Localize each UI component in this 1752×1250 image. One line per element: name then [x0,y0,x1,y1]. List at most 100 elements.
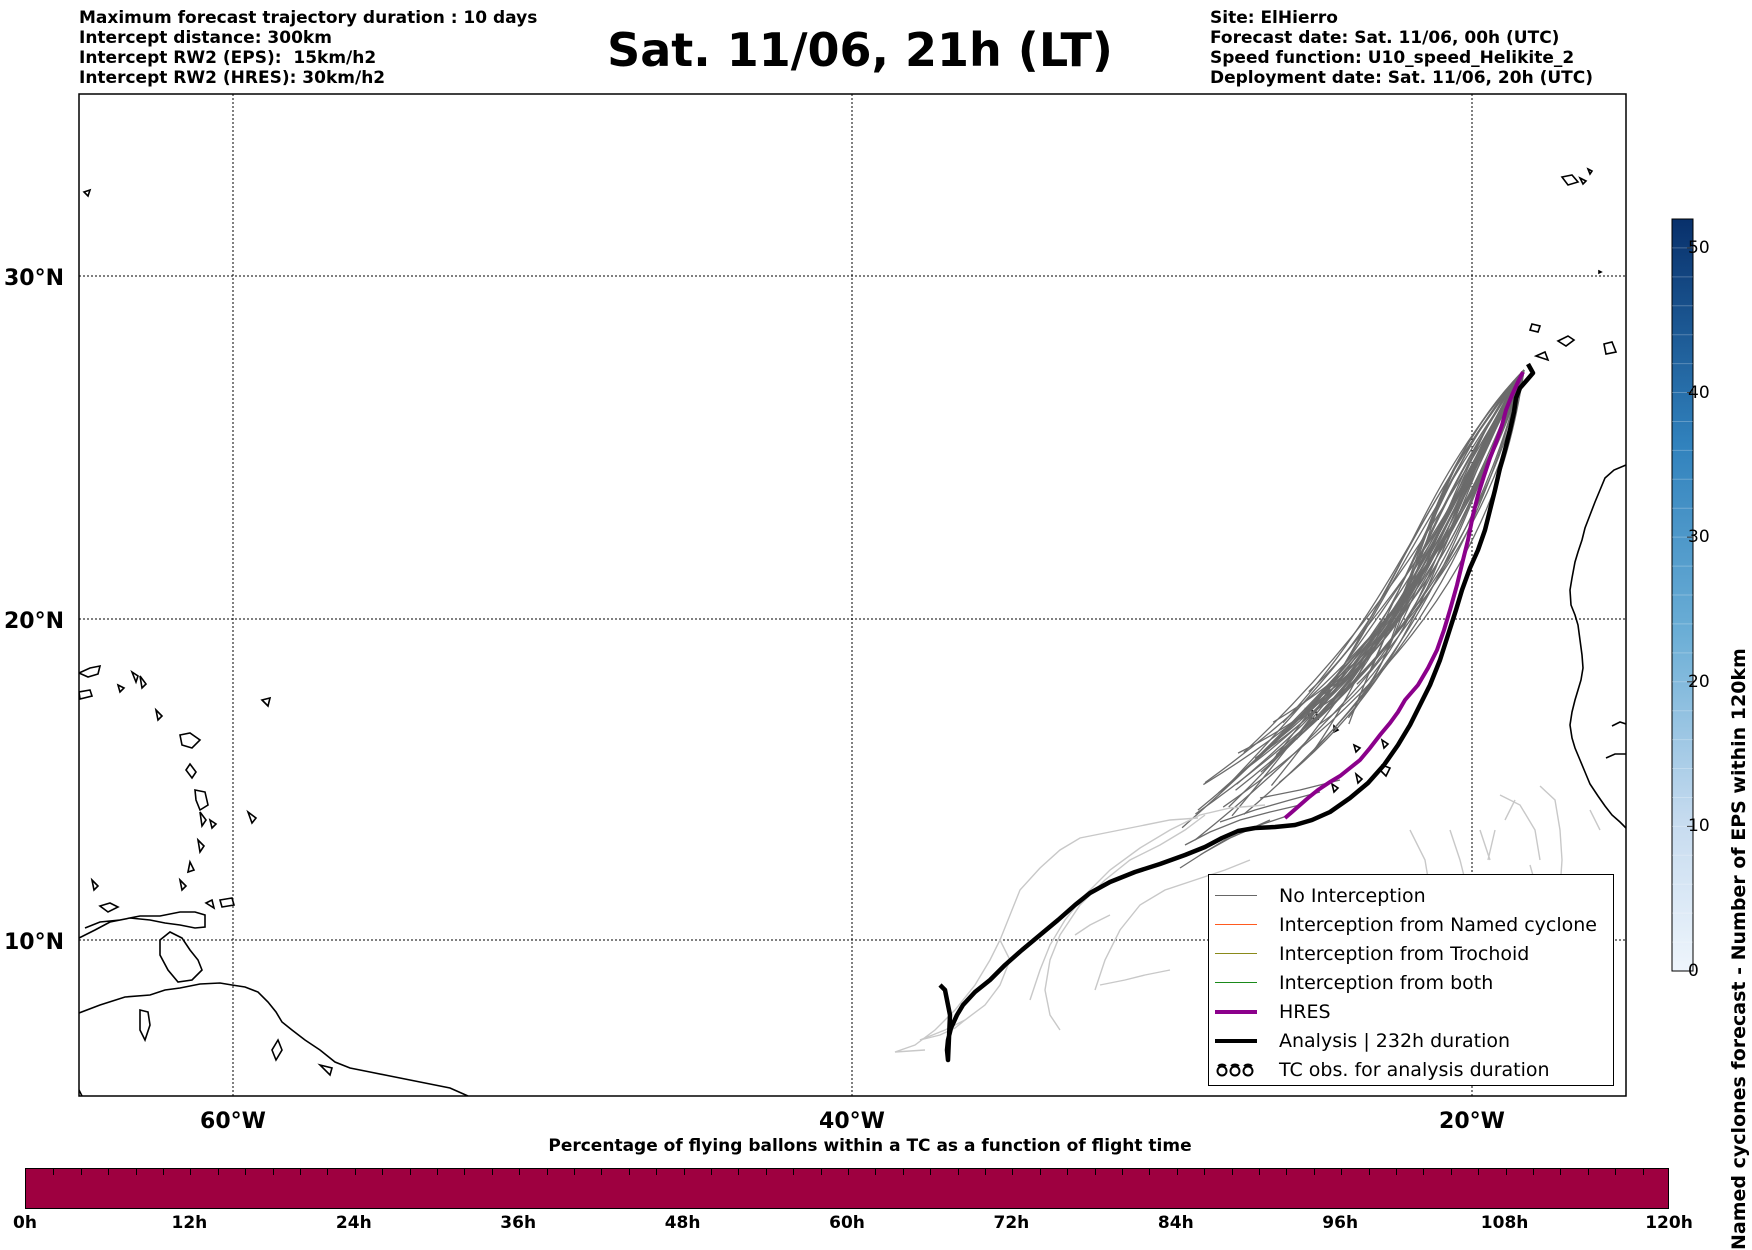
percentage-bar-tick-label: 0h [13,1213,37,1233]
eps-trajectory-tail [1219,791,1321,823]
eps-trajectory-tail [1184,804,1301,846]
percentage-bar-minor-tick [1533,1169,1534,1175]
percentage-bar-minor-tick [985,1169,986,1175]
percentage-bar-tick-label: 60h [829,1213,865,1233]
forecast-date-text: Forecast date: Sat. 11/06, 00h (UTC) [1210,28,1560,48]
legend-item-tc-obs: TC obs. for analysis duration [1215,1055,1550,1084]
percentage-bar-minor-tick [1067,1169,1069,1175]
eps-trajectory-line [1231,369,1525,817]
legend-label: Interception from Trochoid [1279,942,1530,965]
extended-trajectories [894,785,1601,1053]
percentage-bar-minor-tick [1039,1169,1041,1175]
percentage-bar-minor-tick [1587,1169,1589,1175]
lon-label-40w: 40°W [819,1109,885,1134]
eps-trajectory-line [1272,369,1525,723]
percentage-bar-minor-tick [601,1169,603,1175]
speed-function-text: Speed function: U10_speed_Helikite_2 [1210,48,1575,68]
percentage-bar-tick-label: 12h [171,1213,208,1233]
lon-label-60w: 60°W [200,1109,266,1134]
analysis-trajectory [938,362,1536,1063]
map-frame [78,93,1627,1097]
percentage-bar-minor-tick [1478,1169,1480,1175]
hres-trajectory [1283,371,1525,820]
percentage-bar-minor-tick [1149,1169,1151,1175]
percentage-bar-minor-tick [793,1169,795,1175]
coastlines [79,167,1626,1096]
eps-trajectories [1179,369,1525,869]
eps-trajectory-line [1235,369,1525,791]
percentage-bar-tick-label: 48h [664,1213,701,1233]
lon-label-20w: 20°W [1439,1109,1505,1134]
percentage-bar-minor-tick [1450,1169,1452,1175]
lat-label-30n: 30°N [4,266,64,291]
percentage-bar-minor-tick [300,1169,301,1175]
percentage-bar-minor-tick [190,1169,192,1175]
percentage-bar-minor-tick [354,1169,356,1175]
percentage-bar-minor-tick [1313,1169,1315,1175]
percentage-bar-minor-tick [1642,1169,1644,1175]
legend-label: Analysis | 232h duration [1279,1029,1511,1052]
percentage-bar-tick-label: 108h [1480,1213,1529,1233]
percentage-bar-tick-label: 36h [500,1213,537,1233]
percentage-bar-minor-tick [902,1169,904,1175]
percentage-bar-minor-tick [1259,1169,1260,1175]
eps-trajectory-line [1222,369,1525,808]
percentage-bar-minor-tick [53,1169,55,1175]
percentage-bar-minor-tick [820,1169,822,1175]
percentage-bar-minor-tick [163,1169,164,1175]
colorbar-ticks [1672,247,1693,972]
percentage-bar-minor-tick [738,1169,740,1175]
tc-symbol-icon [1216,1063,1254,1076]
percentage-bar-minor-tick [491,1169,493,1175]
percentage-bar-tick-label: 72h [993,1213,1030,1233]
percentage-bar-tick-label: 24h [335,1213,372,1233]
percentage-bar-tick-label: 120h [1645,1213,1693,1233]
percentage-bar-minor-tick [1341,1169,1343,1175]
colorbar [1671,218,1694,972]
percentage-bar-minor-tick [930,1169,932,1175]
eps-trajectory-line [1236,369,1525,785]
percentage-bar-title: Percentage of flying ballons within a TC… [548,1136,1192,1156]
colorbar-tick-label: 50 [1688,237,1710,258]
percentage-bar-minor-tick [574,1169,575,1175]
eps-trajectory-line [1237,369,1525,775]
intercept-hres-text: Intercept RW2 (HRES): 30km/h2 [79,68,386,88]
percentage-bar [25,1168,1669,1209]
percentage-bar-minor-tick [765,1169,767,1175]
eps-trajectory-line [1330,369,1525,706]
legend-item-named-cyclone: Interception from Named cyclone [1215,910,1597,939]
percentage-bar-minor-tick [628,1169,630,1175]
percentage-bar-minor-tick [409,1169,411,1175]
percentage-bar-minor-tick [875,1169,877,1175]
lat-label-10n: 10°N [4,930,64,955]
colorbar-tick-label: 30 [1688,527,1710,548]
header-right-info: Site: ElHierro Forecast date: Sat. 11/06… [1210,8,1593,88]
legend-label: TC obs. for analysis duration [1279,1058,1550,1081]
percentage-bar-minor-tick [464,1169,466,1175]
percentage-bar-tick-label: 84h [1157,1213,1194,1233]
percentage-bar-minor-tick [80,1169,82,1175]
legend-label: HRES [1279,1000,1331,1023]
colorbar-tick-label: 40 [1688,382,1710,403]
percentage-bar-minor-tick [1231,1169,1233,1175]
percentage-bar-minor-tick [1204,1169,1206,1175]
legend-label: Interception from Named cyclone [1279,913,1597,936]
percentage-bar-minor-tick [1176,1169,1178,1175]
percentage-bar-minor-tick [272,1169,274,1175]
eps-trajectory-line [1322,369,1525,696]
percentage-bar-minor-tick [1122,1169,1123,1175]
eps-trajectory-line [1330,369,1525,688]
eps-trajectory-line [1254,369,1525,759]
percentage-bar-tick-label: 96h [1322,1213,1359,1233]
percentage-bar-minor-tick [108,1169,110,1175]
intercept-eps-text: Intercept RW2 (EPS): 15km/h2 [79,48,377,68]
lat-label-20n: 20°N [4,609,64,634]
percentage-bar-minor-tick [1368,1169,1370,1175]
percentage-bar-minor-tick [1094,1169,1096,1175]
eps-trajectory-tail [1199,814,1291,856]
percentage-bar-minor-tick [1286,1169,1288,1175]
colorbar-tick-label: 0 [1688,961,1699,981]
percentage-bar-minor-tick [382,1169,384,1175]
intercept-distance-text: Intercept distance: 300km [79,28,332,48]
